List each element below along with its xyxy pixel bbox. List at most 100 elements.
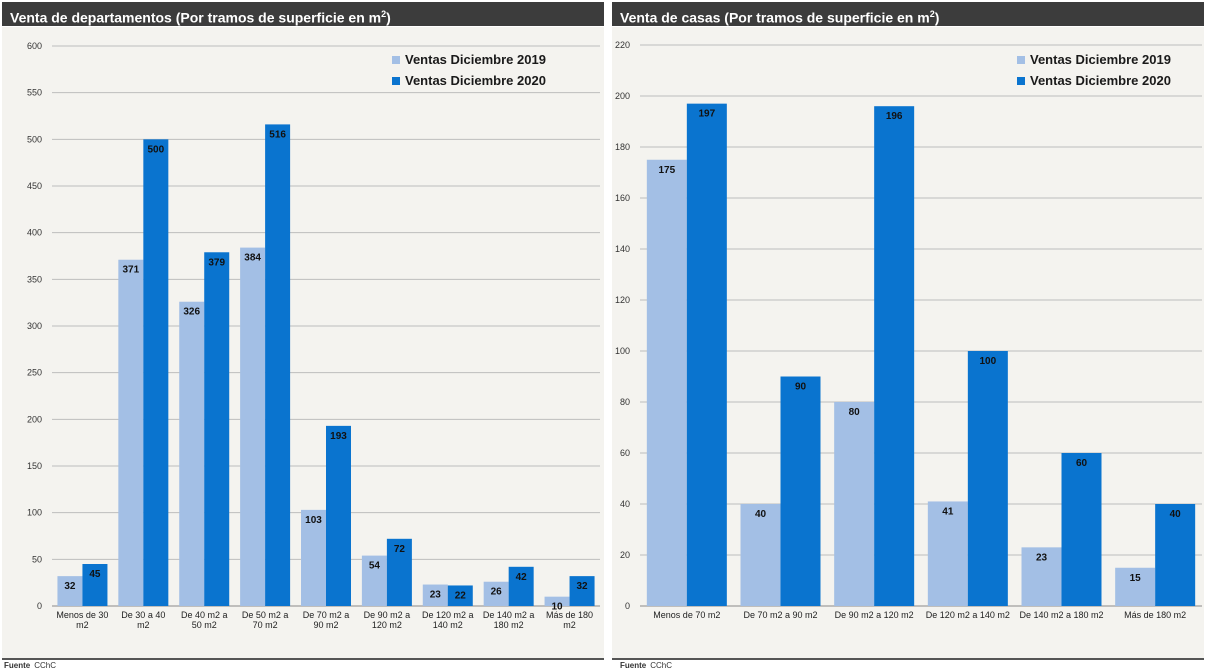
bar-2019 [1115, 567, 1156, 606]
data-label: 15 [1130, 573, 1142, 584]
data-label: 80 [849, 407, 861, 418]
x-tick-label: De 70 m2 a 90 m2 [743, 610, 817, 620]
x-tick-label: 180 m2 [494, 620, 524, 630]
y-tick-label: 0 [625, 601, 630, 611]
y-tick-label: 450 [27, 181, 42, 191]
y-tick-label: 180 [615, 142, 630, 152]
y-tick-label: 220 [615, 40, 630, 50]
data-label: 196 [886, 111, 903, 122]
bar-2020 [386, 538, 412, 606]
y-tick-label: 600 [27, 41, 42, 51]
x-tick-label: Menos de 30 [56, 610, 108, 620]
bar-2019 [544, 596, 570, 606]
bar-2019 [927, 501, 968, 606]
legend-item-2019: Ventas Diciembre 2019 [1017, 49, 1171, 70]
legend-label-2019: Ventas Diciembre 2019 [405, 52, 546, 67]
data-label: 54 [369, 561, 381, 572]
bar-2019 [118, 259, 144, 606]
data-label: 22 [455, 590, 467, 601]
bar-2020 [1155, 504, 1196, 606]
x-tick-label: Más de 180 [546, 610, 593, 620]
y-tick-label: 400 [27, 228, 42, 238]
x-tick-label: Más de 180 m2 [1124, 610, 1186, 620]
data-label: 10 [551, 602, 563, 613]
y-tick-label: 100 [27, 508, 42, 518]
bar-2019 [740, 504, 781, 606]
source-note: Fuente CChC [620, 661, 672, 670]
chart-title-text: Venta de departamentos (Por tramos de su… [10, 9, 382, 26]
y-tick-label: 200 [615, 91, 630, 101]
data-label: 26 [491, 587, 503, 598]
panel-divider [612, 658, 1204, 660]
legend-swatch-2019 [1017, 55, 1025, 64]
y-tick-label: 500 [27, 134, 42, 144]
y-tick-label: 60 [620, 448, 630, 458]
x-tick-label: De 140 m2 a [483, 610, 535, 620]
x-tick-label: De 30 a 40 [121, 610, 165, 620]
panel-divider [2, 658, 604, 660]
x-tick-label: 90 m2 [313, 620, 338, 630]
bar-2019 [301, 509, 326, 606]
x-tick-label: m2 [563, 620, 576, 630]
bar-2019 [646, 159, 687, 606]
data-label: 326 [183, 307, 200, 318]
data-label: 90 [795, 382, 807, 393]
data-label: 23 [1036, 552, 1048, 563]
legend-label-2020: Ventas Diciembre 2020 [1030, 73, 1171, 88]
y-tick-label: 200 [27, 414, 42, 424]
bar-2020 [204, 252, 230, 606]
bar-2019 [179, 301, 205, 606]
bar-2020 [447, 585, 473, 606]
bar-2020 [326, 425, 351, 606]
legend-swatch-2019 [392, 55, 400, 64]
x-tick-label: De 70 m2 a [303, 610, 350, 620]
bar-2020 [967, 351, 1008, 606]
source-note: Fuente CChC [4, 661, 56, 670]
bar-2019 [483, 581, 509, 606]
x-tick-label: m2 [76, 620, 89, 630]
x-tick-label: De 40 m2 a [181, 610, 228, 620]
bar-2019 [361, 555, 387, 606]
chart-title-close: ) [934, 9, 940, 26]
y-tick-label: 40 [620, 499, 630, 509]
data-label: 193 [330, 431, 347, 442]
chart-legend: Ventas Diciembre 2019 Ventas Diciembre 2… [392, 49, 546, 91]
data-label: 100 [979, 356, 996, 367]
data-label: 45 [89, 569, 101, 580]
legend-swatch-2020 [1017, 76, 1025, 85]
y-tick-label: 50 [32, 554, 42, 564]
x-tick-label: De 90 m2 a 120 m2 [835, 610, 914, 620]
legend-label-2020: Ventas Diciembre 2020 [405, 73, 546, 88]
y-tick-label: 100 [615, 346, 630, 356]
bar-2020 [82, 564, 108, 606]
chart-title-superscript: 2 [381, 9, 387, 19]
chart-title-text: Venta de casas (Por tramos de superficie… [620, 9, 930, 26]
x-tick-label: 140 m2 [433, 620, 463, 630]
data-label: 197 [698, 109, 715, 120]
bar-2020 [508, 566, 534, 606]
data-label: 72 [394, 544, 406, 555]
legend-label-2019: Ventas Diciembre 2019 [1030, 52, 1171, 67]
chart-plot-area: 0 50 100 150 200 250 300 350 400 450 500 550 600 32 45… [2, 27, 604, 660]
chart-title-superscript: 2 [929, 9, 935, 19]
bar-2020 [1061, 453, 1102, 606]
data-label: 103 [305, 515, 322, 526]
bar-2020 [686, 103, 727, 607]
data-label: 32 [64, 581, 76, 592]
y-tick-label: 550 [27, 88, 42, 98]
x-tick-label: m2 [137, 620, 150, 630]
y-tick-label: 20 [620, 550, 630, 560]
data-label: 175 [658, 165, 675, 176]
bar-2020 [143, 139, 169, 606]
bar-chart-casas: 0 20 40 60 80 100 120 140 160 180 200 220 175 197 Meno… [615, 40, 1202, 620]
bar-2020 [265, 124, 291, 607]
chart-title: Venta de departamentos (Por tramos de su… [2, 2, 604, 26]
bar-2019 [240, 247, 266, 606]
y-tick-label: 250 [27, 368, 42, 378]
y-tick-label: 350 [27, 274, 42, 284]
source-value: CChC [34, 661, 57, 670]
y-tick-label: 80 [620, 397, 630, 407]
chart-title: Venta de casas (Por tramos de superficie… [612, 2, 1204, 26]
x-tick-label: 70 m2 [253, 620, 278, 630]
legend-item-2020: Ventas Diciembre 2020 [1017, 70, 1171, 91]
